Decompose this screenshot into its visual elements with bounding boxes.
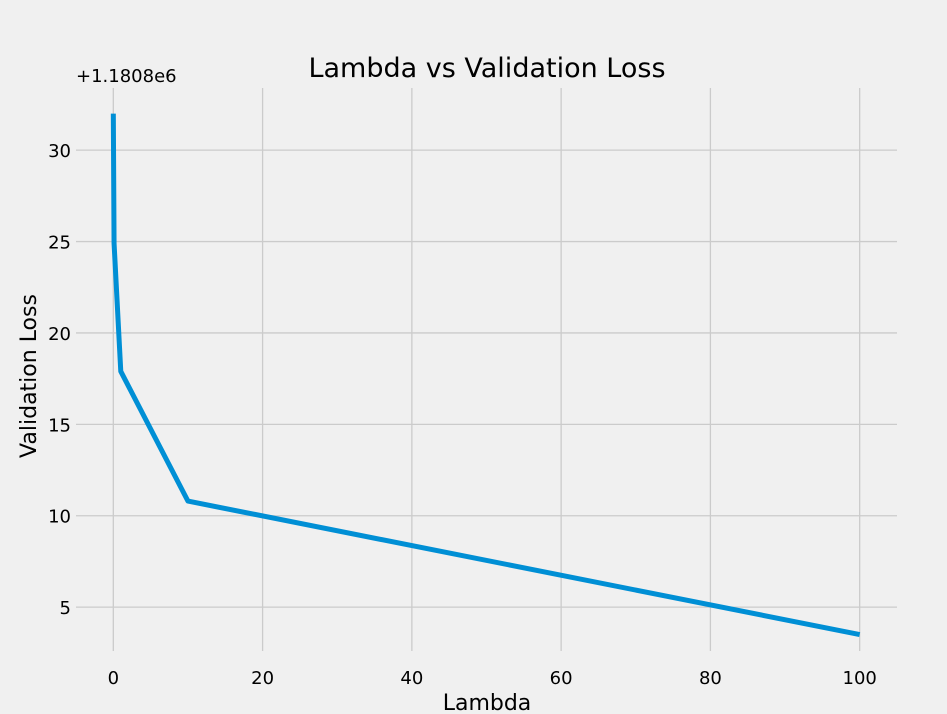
y-tick-label: 10 [48,507,71,528]
x-tick-label: 0 [108,668,119,689]
x-tick-label: 80 [699,668,722,689]
x-tick-label: 20 [251,668,274,689]
x-tick-label: 100 [843,668,877,689]
y-tick-label: 25 [48,233,71,254]
y-tick-label: 15 [48,415,71,436]
series-line [110,113,861,638]
y-offset-label: +1.1808e6 [76,66,177,87]
series-layer [110,113,861,638]
chart-title: Lambda vs Validation Loss [308,53,665,84]
y-axis-label: Validation Loss [17,294,42,458]
tick-labels: 0 20 40 60 80 100 5 10 15 20 25 30 [48,141,877,689]
y-tick-label: 5 [60,598,71,619]
x-tick-label: 60 [550,668,573,689]
grid [76,88,897,651]
x-tick-label: 40 [400,668,423,689]
x-axis-label: Lambda [443,691,532,714]
y-tick-label: 30 [48,141,71,162]
y-tick-label: 20 [48,324,71,345]
